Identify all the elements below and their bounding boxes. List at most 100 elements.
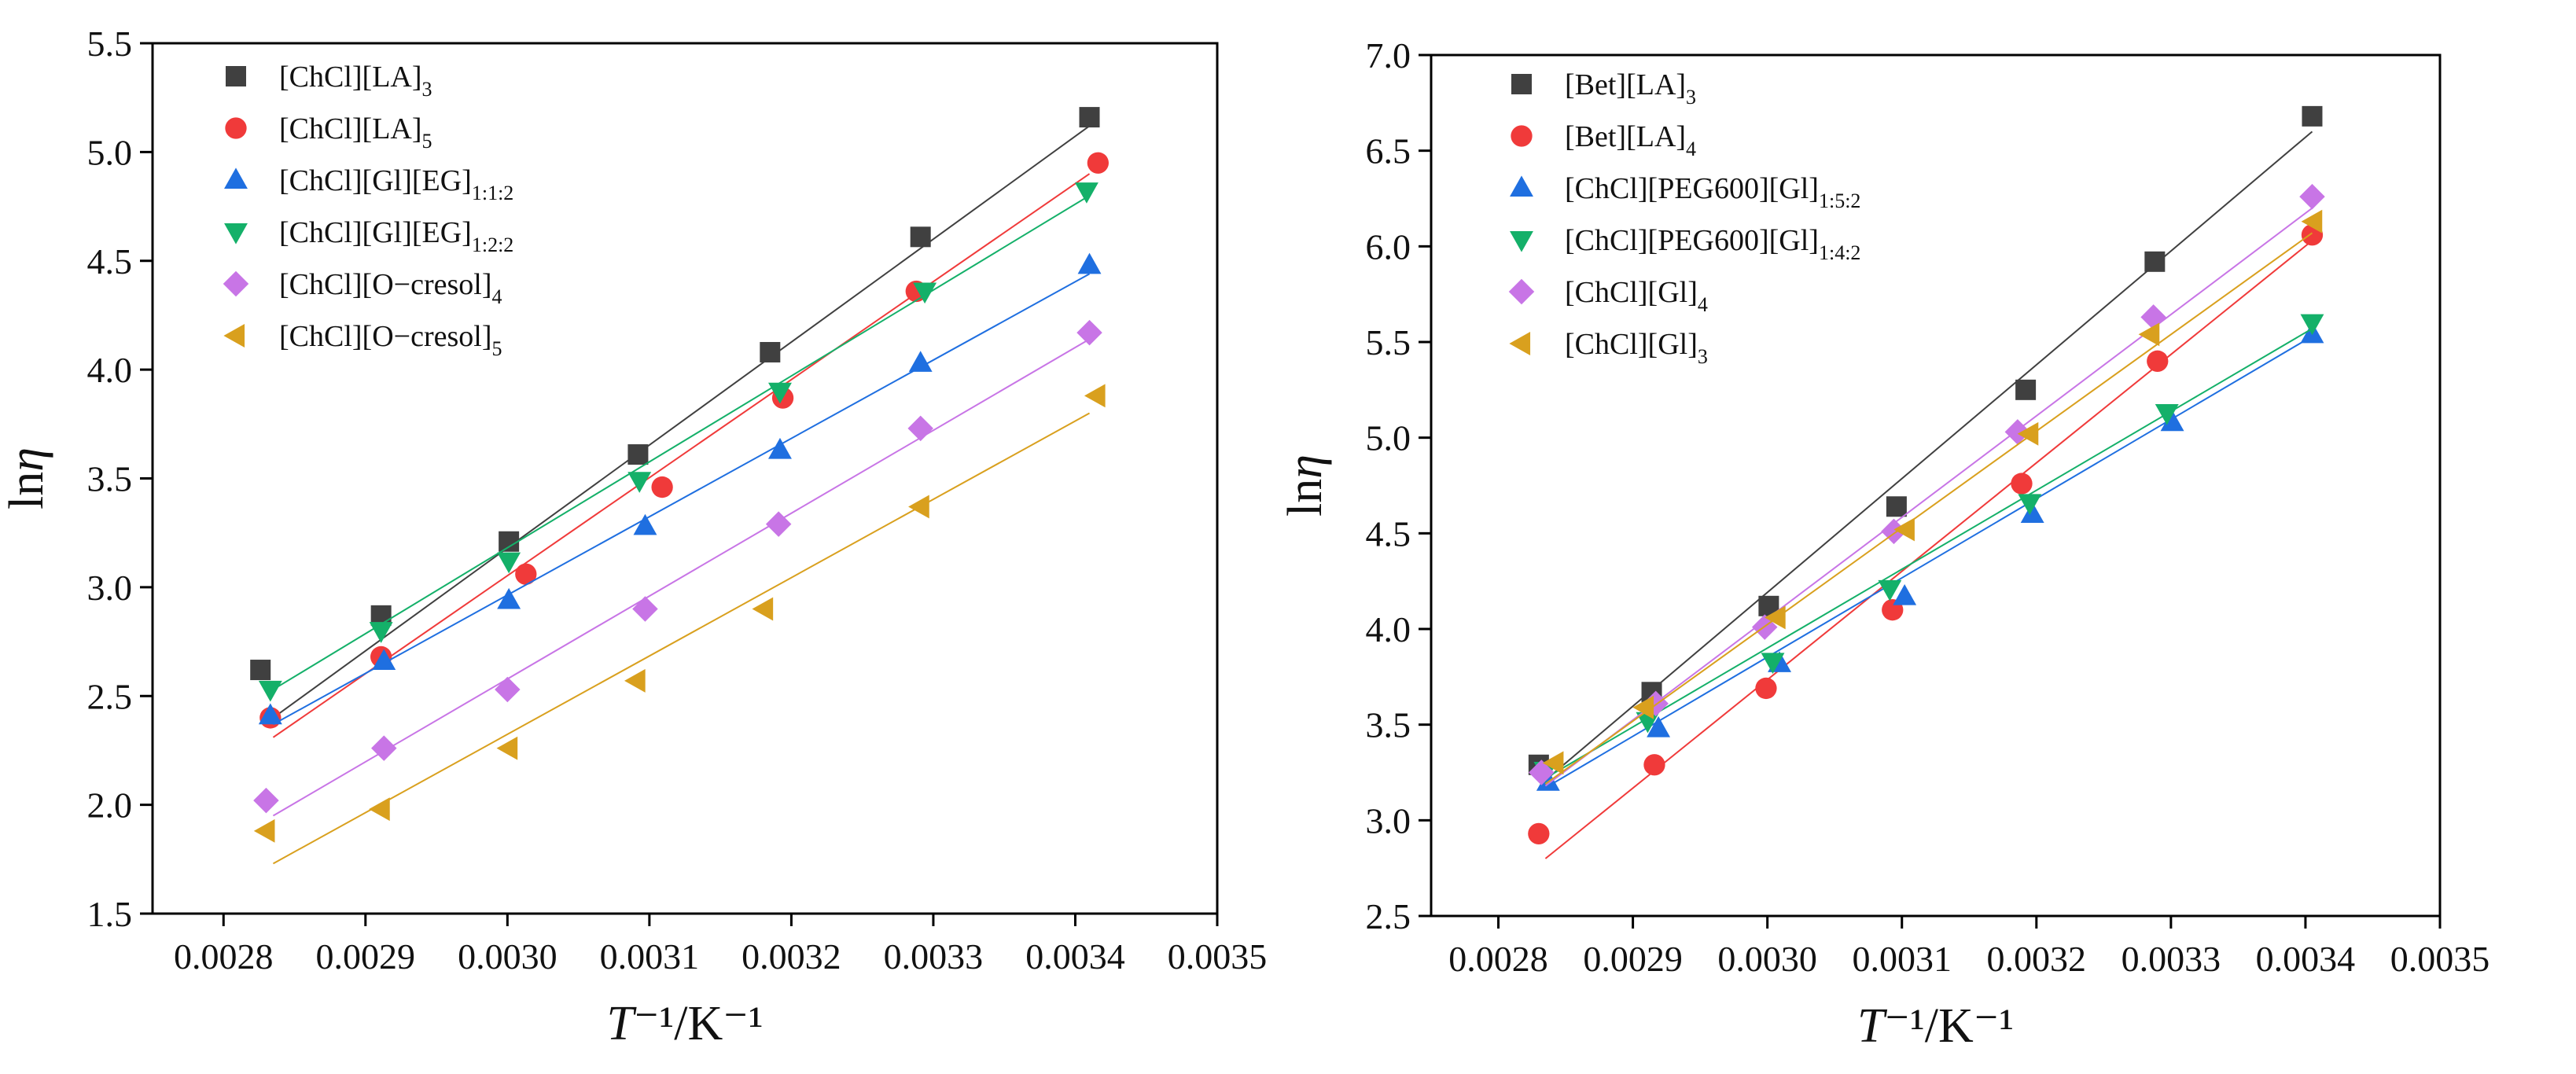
data-point: [1632, 695, 1654, 719]
fit-line: [1544, 232, 2313, 785]
data-point: [495, 676, 521, 703]
series-1: [ChCl][LA]3: [226, 61, 1100, 719]
data-point: [1077, 252, 1102, 274]
data-point: [1755, 677, 1777, 700]
x-tick-label: 0.0031: [600, 936, 700, 977]
y-tick-label: 4.5: [87, 241, 133, 281]
y-tick-label: 6.0: [1366, 226, 1411, 267]
series-3: [ChCl][PEG600][Gl]1:5:2: [1510, 172, 2324, 791]
data-point: [2018, 494, 2042, 515]
legend-marker: [223, 270, 249, 297]
data-point: [2011, 473, 2033, 495]
data-point: [1079, 107, 1100, 128]
data-point: [1643, 754, 1665, 776]
data-point: [497, 587, 521, 609]
data-point: [627, 472, 652, 493]
data-point: [369, 797, 390, 822]
data-point: [768, 382, 792, 404]
x-tick-label: 0.0029: [1583, 939, 1683, 979]
series-3: [ChCl][Gl][EG]1:1:2: [224, 164, 1102, 726]
series-1: [Bet][LA]3: [1511, 68, 2323, 781]
chart-panel-2: 0.0028 0.0029 0.0030 0.0031 0.0032 0.0033 0.00…: [1279, 35, 2490, 1053]
fit-line: [272, 173, 1091, 738]
fit-line: [272, 273, 1091, 726]
series-2: [Bet][LA]4: [1511, 120, 2324, 859]
data-point: [1074, 182, 1098, 204]
x-tick-label: 0.0034: [2256, 939, 2356, 979]
data-point: [1528, 822, 1550, 845]
legend-marker: [223, 324, 245, 348]
x-tick-label: 0.0034: [1025, 936, 1125, 977]
legend-label: [ChCl][LA]3: [279, 61, 432, 101]
data-point: [253, 818, 275, 843]
data-point: [1878, 579, 1902, 601]
data-point: [908, 351, 933, 372]
legend-label: [Bet][LA]4: [1565, 120, 1696, 160]
y-tick-label: 3.0: [1366, 800, 1411, 840]
legend-label: [ChCl][Gl]4: [1565, 276, 1708, 316]
series-2: [ChCl][LA]5: [225, 112, 1110, 738]
data-point: [633, 513, 657, 535]
data-point: [253, 787, 279, 814]
data-point: [1087, 152, 1110, 174]
y-tick-label: 5.5: [87, 24, 133, 64]
data-point: [258, 680, 282, 702]
y-tick-label: 4.0: [1366, 609, 1411, 649]
data-point: [1886, 496, 1907, 517]
data-point: [2160, 410, 2184, 432]
data-point: [372, 649, 396, 671]
fit-line: [272, 194, 1091, 690]
fit-line: [1544, 207, 2313, 787]
x-tick-label: 0.0033: [2122, 939, 2221, 979]
legend-marker: [225, 117, 247, 139]
data-point: [369, 622, 393, 643]
x-axis-label: T⁻¹/K⁻¹: [606, 997, 763, 1050]
series-6: [ChCl][O−cresol]5: [223, 320, 1106, 865]
series-5: [ChCl][O−cresol]4: [223, 268, 1102, 817]
data-point: [2302, 105, 2323, 127]
x-tick-label: 0.0032: [1987, 939, 2087, 979]
data-point: [2299, 183, 2325, 210]
data-point: [1765, 605, 1786, 630]
data-point: [515, 563, 537, 585]
y-tick-label: 6.5: [1366, 131, 1411, 171]
y-tick-label: 5.0: [1366, 418, 1411, 458]
data-point: [768, 437, 792, 459]
x-axis-label: T⁻¹/K⁻¹: [1857, 999, 2014, 1053]
series-4: [ChCl][PEG600][Gl]1:4:2: [1510, 224, 2324, 783]
legend-marker: [1508, 278, 1535, 305]
y-tick-label: 3.0: [87, 568, 133, 608]
legend-label: [ChCl][Gl][EG]1:2:2: [279, 216, 513, 256]
data-point: [1893, 517, 1915, 542]
x-tick-label: 0.0031: [1852, 939, 1952, 979]
fit-line: [272, 125, 1091, 719]
data-point: [1542, 751, 1564, 775]
legend-marker: [1511, 74, 1532, 94]
legend-label: [Bet][LA]3: [1565, 68, 1696, 109]
fit-line: [1544, 131, 2313, 781]
data-point: [2300, 314, 2324, 336]
x-tick-label: 0.0032: [742, 936, 841, 977]
y-tick-label: 4.5: [1366, 513, 1411, 554]
data-point: [624, 668, 646, 693]
x-tick-label: 0.0030: [458, 936, 558, 977]
data-point: [1536, 770, 1560, 791]
legend-marker: [224, 223, 248, 245]
data-point: [258, 703, 282, 725]
data-point: [2015, 379, 2037, 400]
y-tick-label: 3.5: [1366, 705, 1411, 745]
data-point: [2138, 322, 2160, 347]
y-tick-label: 7.0: [1366, 35, 1411, 75]
data-point: [250, 660, 271, 681]
y-axis-label: lnη: [0, 447, 53, 509]
data-point: [1647, 715, 1671, 737]
data-point: [1076, 319, 1102, 346]
y-axis-label: lnη: [1279, 454, 1332, 517]
y-tick-label: 5.5: [1366, 322, 1411, 362]
data-point: [760, 341, 781, 362]
data-point: [627, 444, 649, 465]
legend-label: [ChCl][O−cresol]5: [279, 320, 502, 360]
series-4: [ChCl][Gl][EG]1:2:2: [224, 182, 1098, 702]
